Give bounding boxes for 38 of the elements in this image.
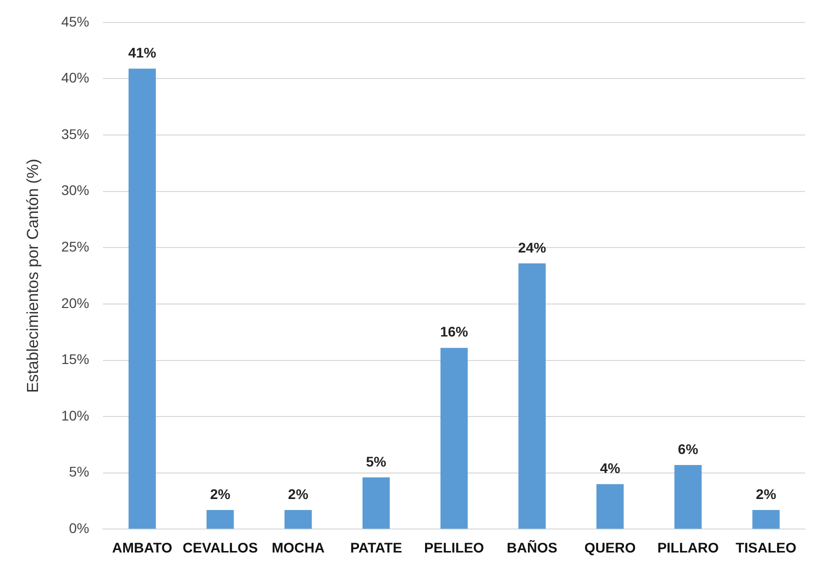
y-axis-title: Establecimientos por Cantón (%) [25,158,42,393]
data-label: 16% [440,324,469,340]
bar [362,477,390,529]
bar [518,263,546,529]
bar [284,510,312,529]
data-label: 2% [288,486,309,502]
x-tick-label: MOCHA [272,539,325,556]
y-tick-label: 30% [61,182,90,198]
data-label: 2% [756,486,777,502]
y-tick-label: 0% [68,520,90,536]
y-tick-label: 45% [61,13,90,30]
y-tick-label: 10% [61,407,90,424]
data-label: 24% [518,239,547,256]
bar [596,484,624,529]
x-tick-label: AMBATO [112,539,172,556]
data-label: 6% [678,440,699,457]
y-tick-label: 20% [61,294,90,311]
y-tick-label: 35% [61,126,90,142]
data-label: 5% [366,453,387,470]
bar [440,348,468,529]
x-tick-label: PATATE [350,539,402,556]
data-label: 4% [600,460,621,476]
y-tick-label: 25% [61,238,90,255]
bar [128,68,156,529]
x-tick-label: BAÑOS [506,539,558,556]
x-tick-label: CEVALLOS [182,539,258,556]
data-label: 41% [128,44,157,60]
x-tick-label: PELILEO [424,539,484,556]
y-tick-label: 5% [68,464,90,480]
y-tick-label: 40% [61,70,90,86]
bar [206,510,234,529]
bar [752,510,780,529]
x-tick-label: QUERO [584,539,636,556]
y-tick-label: 15% [61,351,90,368]
bar [674,465,702,529]
x-tick-label: PILLARO [657,539,719,556]
data-label: 2% [210,486,231,502]
x-tick-label: TISALEO [736,539,796,556]
